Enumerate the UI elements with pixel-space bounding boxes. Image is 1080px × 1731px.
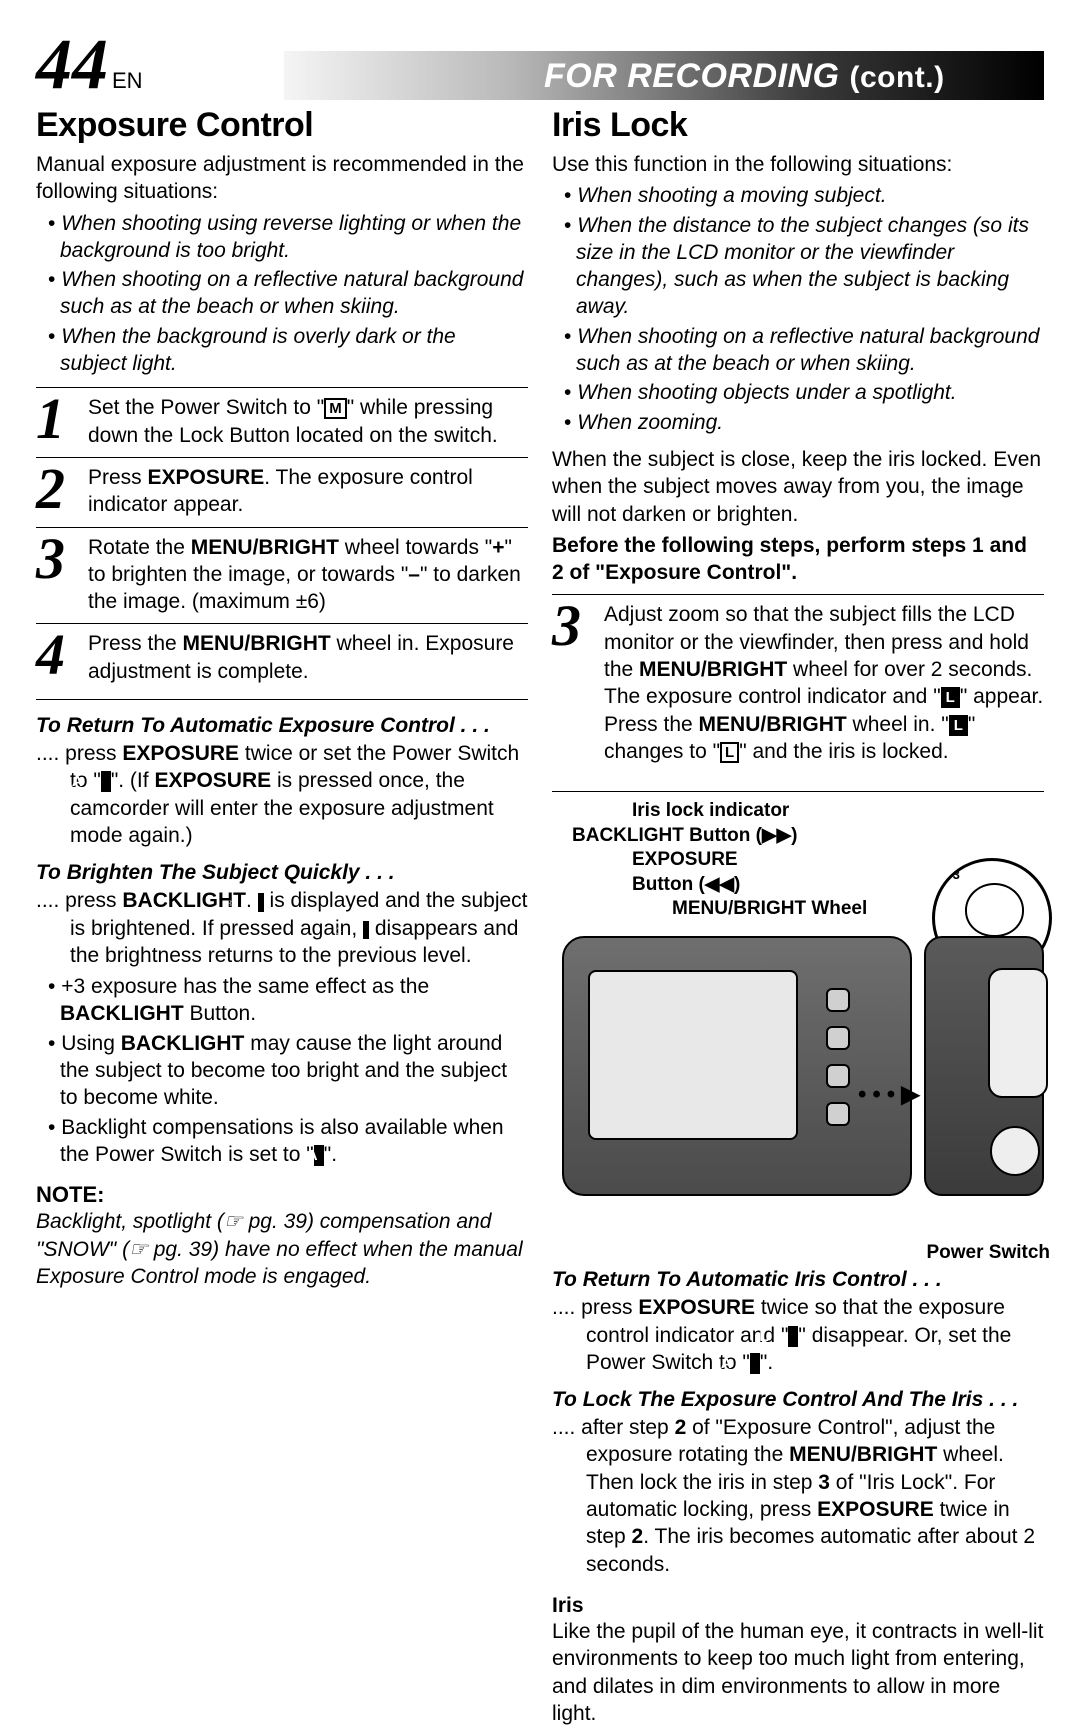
page-header: 44 EN FOR RECORDING (cont.) [36,28,1044,100]
pre-steps: Before the following steps, perform step… [552,532,1044,587]
list-item: +3 exposure has the same effect as the B… [48,973,528,1028]
brighten-bullets: +3 exposure has the same effect as the B… [36,973,528,1168]
lock-both-body: .... after step 2 of "Exposure Control",… [552,1414,1044,1578]
page-lang: EN [112,70,143,92]
step-num: 1 [36,394,80,449]
side-buttons [826,988,854,1140]
note-body: Backlight, spotlight (☞ pg. 39) compensa… [36,1208,528,1290]
l-icon: L [949,715,968,736]
step-1: 1 Set the Power Switch to "M" while pres… [36,387,528,457]
diagram-section: Iris lock indicator BACKLIGHT Button (▶▶… [552,791,1044,1256]
header-banner: FOR RECORDING (cont.) [284,51,1044,100]
exposure-label2: Button (◀◀) [632,873,740,896]
iris-title: Iris Lock [552,106,1044,145]
step-text: Rotate the MENU/BRIGHT wheel towards "+"… [88,534,528,616]
iris-bullets: When shooting a moving subject. When the… [552,182,1044,436]
exposure-intro: Manual exposure adjustment is recommende… [36,151,528,206]
menu-bright-dial [988,968,1048,1098]
step-2: 2 Press EXPOSURE. The exposure control i… [36,457,528,527]
list-item: When shooting using reverse lighting or … [48,210,528,265]
power-switch [990,1126,1040,1176]
list-item: When the distance to the subject changes… [564,212,1044,321]
m-icon: M [324,398,347,419]
exposure-title: Exposure Control [36,106,528,145]
page-num: 44 [36,28,108,100]
l-icon: L [941,687,960,708]
step-num: 2 [36,464,80,519]
step-4: 4 Press the MENU/BRIGHT wheel in. Exposu… [36,623,528,693]
step-text: Set the Power Switch to "M" while pressi… [88,394,528,449]
lock-both-heading: To Lock The Exposure Control And The Iri… [552,1388,1044,1412]
camcorder-diagram: +3 •••▶ Power Switch [552,926,1044,1256]
list-item: When the background is overly dark or th… [48,323,528,378]
list-item: When shooting a moving subject. [564,182,1044,209]
a-icon: A [101,771,111,792]
power-switch-label: Power Switch [922,1242,1054,1264]
callout-text: +3 [945,867,960,882]
step-num: 3 [36,534,80,616]
link-dots: •••▶ [858,1080,926,1109]
step-num: 4 [36,630,80,685]
iris-intro: Use this function in the following situa… [552,151,1044,178]
camera-grip [924,936,1044,1196]
divider [36,699,528,700]
iris-def-heading: Iris [552,1594,1044,1618]
camera-body [562,936,912,1196]
banner-cont: (cont.) [849,61,944,94]
list-item: When zooming. [564,409,1044,436]
exposure-bullets: When shooting using reverse lighting or … [36,210,528,378]
list-item: Backlight compensations is also availabl… [48,1114,528,1169]
l-outline-icon: L [720,742,739,763]
brighten-heading: To Brighten The Subject Quickly . . . [36,861,528,885]
step-text: Adjust zoom so that the subject fills th… [604,601,1044,765]
iris-step-3: 3 Adjust zoom so that the subject fills … [552,594,1044,773]
list-item: When shooting on a reflective natural ba… [564,323,1044,378]
page-number: 44 EN [36,28,143,100]
iris-def-body: Like the pupil of the human eye, it cont… [552,1618,1044,1727]
lcd-screen [588,970,798,1140]
step-text: Press EXPOSURE. The exposure control ind… [88,464,528,519]
return-iris-body: .... press EXPOSURE twice so that the ex… [552,1294,1044,1376]
right-column: Iris Lock Use this function in the follo… [552,106,1044,1731]
menu-label: MENU/BRIGHT Wheel [672,898,867,920]
list-item: When shooting objects under a spotlight. [564,379,1044,406]
backlight-label: BACKLIGHT Button (▶▶) [572,824,798,847]
banner-title: FOR RECORDING [544,57,840,95]
left-column: Exposure Control Manual exposure adjustm… [36,106,528,1731]
return-iris-heading: To Return To Automatic Iris Control . . … [552,1268,1044,1292]
step-3: 3 Rotate the MENU/BRIGHT wheel towards "… [36,527,528,624]
return-auto-heading: To Return To Automatic Exposure Control … [36,714,528,738]
l-icon: L [788,1326,798,1347]
list-item: Using BACKLIGHT may cause the light arou… [48,1030,528,1112]
iris-after: When the subject is close, keep the iris… [552,446,1044,528]
a-icon: A [750,1353,760,1374]
list-item: When shooting on a reflective natural ba… [48,266,528,321]
content-columns: Exposure Control Manual exposure adjustm… [36,106,1044,1731]
return-auto-body: .... press EXPOSURE twice or set the Pow… [36,740,528,849]
step-num: 3 [552,601,596,765]
brighten-body: .... press BACKLIGHT. ☼ is displayed and… [36,887,528,969]
iris-indicator-label: Iris lock indicator [632,800,789,822]
note-heading: NOTE: [36,1182,528,1208]
exposure-label: EXPOSURE [632,849,738,871]
step-text: Press the MENU/BRIGHT wheel in. Exposure… [88,630,528,685]
